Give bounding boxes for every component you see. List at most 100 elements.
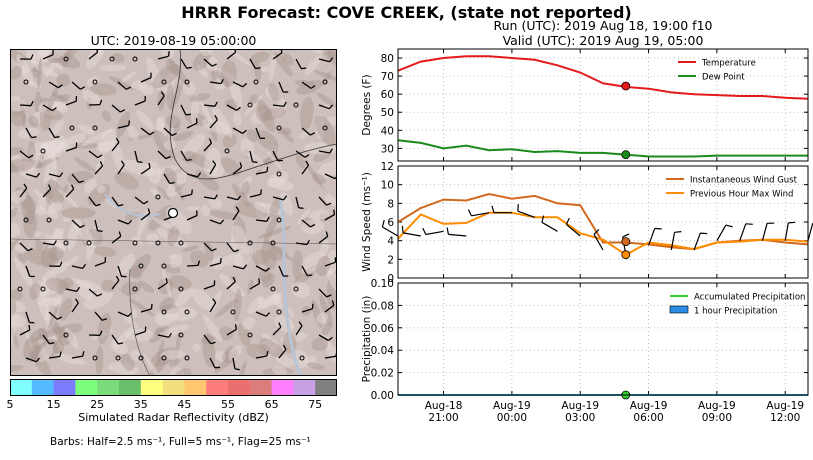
wind-barb (318, 196, 327, 206)
wind-barb (118, 342, 124, 345)
wind-barb (49, 341, 55, 345)
wind-barb (137, 161, 143, 164)
chart-panel-1: 30 40 50 60 70 80 Degrees (F) Temperature Dew Po… (361, 48, 809, 162)
wind-barb (52, 107, 57, 112)
wind-barb (226, 328, 237, 336)
wind-barbs (17, 49, 337, 371)
wind-barb (157, 150, 167, 160)
wind-barb (203, 284, 215, 290)
wind-barb (266, 166, 269, 173)
wind-barb (25, 357, 37, 363)
current-time-marker (621, 250, 631, 260)
calm-circle (276, 171, 282, 177)
wind-barb (326, 294, 332, 298)
county-border (169, 49, 337, 180)
wind-barb-mark (745, 223, 753, 225)
wind-barb (236, 106, 241, 111)
wind-barb (28, 324, 31, 330)
wind-barb (214, 101, 218, 107)
wind-barb (71, 302, 79, 313)
wind-barb (209, 219, 221, 225)
y-tick-label: 70 (381, 71, 394, 83)
current-time-marker (621, 81, 631, 91)
wind-barb (310, 85, 316, 89)
series-line-1 (397, 55, 809, 100)
calm-circle (63, 56, 69, 62)
wind-barb (295, 196, 300, 208)
y-tick-label: 0.10 (371, 278, 394, 290)
wind-barb-mark (670, 232, 676, 251)
wind-barb (266, 350, 269, 357)
wind-barb (42, 334, 51, 345)
wind-barb (99, 99, 103, 105)
wind-barb (186, 264, 199, 267)
colorbar-segment (184, 379, 207, 396)
y-tick-label: 0.06 (371, 323, 395, 335)
x-tick-label: Aug-19 (630, 400, 668, 412)
wind-barb (128, 120, 131, 126)
county-border (129, 268, 151, 376)
terrain-shading (10, 49, 337, 376)
wind-barb (111, 235, 122, 244)
wind-barb-mark (381, 220, 385, 228)
current-time-marker (621, 237, 631, 247)
wind-barb-mark (425, 230, 444, 236)
wind-barb (318, 150, 330, 154)
wind-barb (117, 81, 127, 90)
calm-circle (276, 309, 282, 315)
colorbar-segment (206, 379, 229, 396)
wind-barb (328, 104, 334, 110)
calm-circle (184, 309, 190, 315)
wind-barb-mark (448, 233, 467, 237)
calm-circle (23, 79, 29, 85)
wind-barb (78, 180, 84, 184)
wind-barb (148, 162, 151, 168)
x-tick-label: 09:00 (702, 412, 732, 424)
wind-barb (88, 150, 99, 159)
wind-barb (226, 51, 237, 60)
wind-barb (117, 219, 129, 225)
calm-circle (276, 217, 282, 223)
grid (398, 49, 808, 161)
y-tick-label: 40 (381, 125, 394, 137)
wind-barb (167, 51, 170, 57)
calm-circle (155, 194, 161, 200)
figure-title: HRRR Forecast: COVE CREEK, (state not re… (181, 3, 632, 22)
wind-barb (209, 302, 217, 313)
wind-barb (19, 242, 29, 252)
wind-barb-mark (725, 224, 733, 228)
calm-circle (184, 79, 190, 85)
calm-circle (132, 286, 138, 292)
wind-barb (249, 282, 260, 290)
x-tick-label: Aug-19 (698, 400, 736, 412)
wind-barb (165, 277, 168, 284)
wind-barb (111, 104, 121, 113)
calm-circle (224, 148, 230, 154)
wind-barb (258, 278, 261, 284)
wind-barb-mark (654, 227, 662, 230)
calm-circle (322, 79, 328, 85)
wind-barb-mark (784, 222, 789, 241)
legend-label: Previous Hour Max Wind (690, 190, 793, 200)
wind-barb (278, 265, 284, 277)
wind-barb (249, 150, 254, 162)
wind-barb-mark (471, 212, 490, 217)
wind-barb (186, 66, 192, 69)
wind-barb (329, 57, 334, 63)
wind-barb (88, 196, 97, 207)
wind-barb-mark (401, 225, 404, 233)
wind-barb (232, 357, 236, 369)
wind-barb (318, 235, 329, 244)
calm-circle (230, 309, 236, 315)
calm-circle (69, 125, 75, 131)
wind-barb (42, 242, 54, 246)
wind-barb (301, 164, 310, 175)
wind-barb (197, 260, 201, 266)
wind-barb (111, 334, 119, 345)
wind-barb (127, 312, 133, 317)
wind-barb (53, 240, 57, 246)
wind-barb (280, 49, 283, 53)
colorbar-segment (119, 379, 142, 396)
wind-barb (328, 336, 333, 342)
wind-barb (157, 282, 168, 290)
